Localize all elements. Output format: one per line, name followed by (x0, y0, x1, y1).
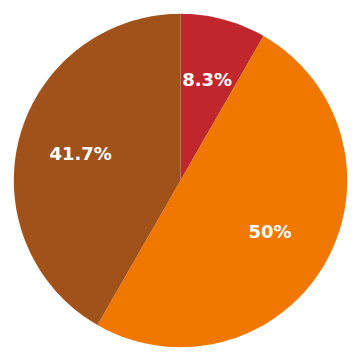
svg-text:8.3%: 8.3% (182, 69, 232, 90)
svg-text:50%: 50% (249, 221, 292, 242)
svg-text:41.7%: 41.7% (49, 143, 111, 164)
